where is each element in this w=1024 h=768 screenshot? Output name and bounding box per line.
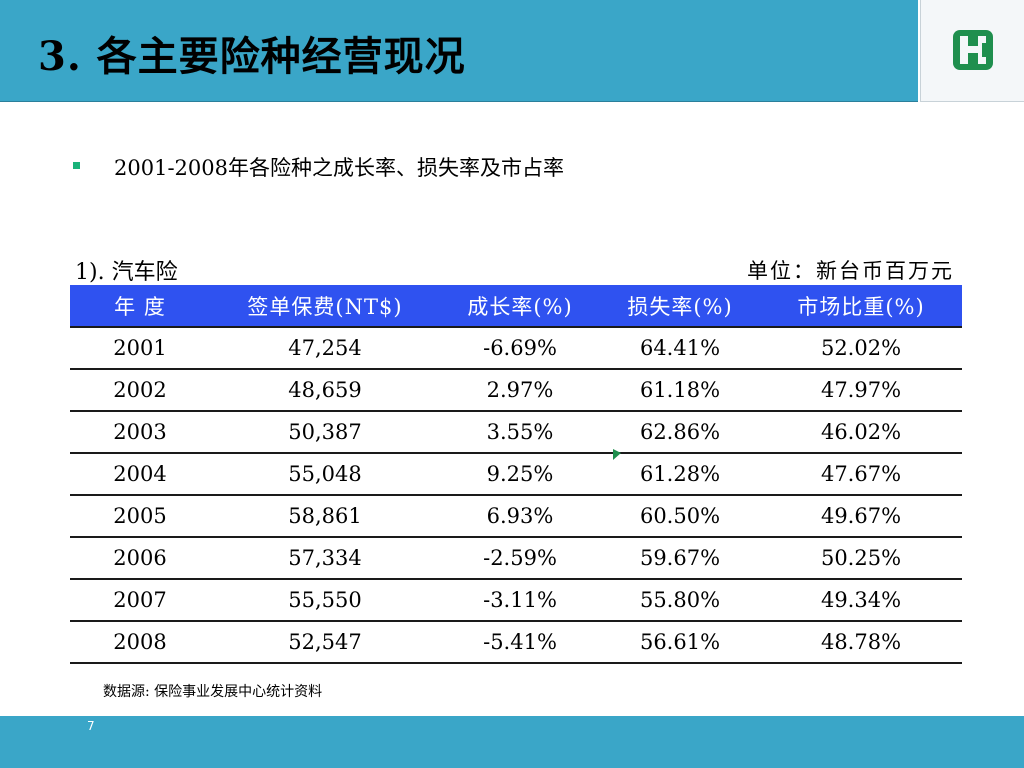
source-note: 数据源: 保险事业发展中心统计资料 [103,684,323,700]
cell-growth-rate: -2.59% [440,537,600,580]
header-loss-rate: 损失率(%) [600,285,760,328]
auto-insurance-table: 年 度 签单保费(NT$) 成长率(%) 损失率(%) 市场比重(%) 2001… [70,285,962,664]
cell-year: 2004 [70,453,210,496]
header-growth-rate: 成长率(%) [440,285,600,328]
cell-loss-rate: 55.80% [600,579,760,622]
cell-market-share: 49.34% [760,579,962,622]
cell-year: 2006 [70,537,210,580]
table-row: 2005 58,861 6.93% 60.50% 49.67% [70,495,962,538]
cell-year: 2001 [70,327,210,370]
cell-growth-rate: 6.93% [440,495,600,538]
cell-market-share: 49.67% [760,495,962,538]
header-year: 年 度 [70,285,210,328]
cell-growth-rate: -5.41% [440,621,600,664]
cell-market-share: 47.67% [760,453,962,496]
page-number: 7 [87,719,95,733]
cell-premium: 57,334 [210,537,440,580]
table-row: 2003 50,387 3.55% 62.86% 46.02% [70,411,962,454]
stray-triangle-mark [613,449,621,460]
cell-year: 2007 [70,579,210,622]
unit-label: 单位：新台币百万元 [747,259,954,283]
cell-growth-rate: 9.25% [440,453,600,496]
cell-growth-rate: -6.69% [440,327,600,370]
cell-premium: 52,547 [210,621,440,664]
header-market-share: 市场比重(%) [760,285,962,328]
table-row: 2001 47,254 -6.69% 64.41% 52.02% [70,327,962,370]
cell-loss-rate: 64.41% [600,327,760,370]
cell-growth-rate: 3.55% [440,411,600,454]
cell-year: 2002 [70,369,210,412]
cell-premium: 48,659 [210,369,440,412]
slide-title: 3. 各主要险种经营现况 [38,33,466,80]
cell-growth-rate: -3.11% [440,579,600,622]
table-row: 2002 48,659 2.97% 61.18% 47.97% [70,369,962,412]
cell-year: 2003 [70,411,210,454]
cell-premium: 50,387 [210,411,440,454]
fubon-logo-icon [953,30,993,70]
table-row: 2006 57,334 -2.59% 59.67% 50.25% [70,537,962,580]
table-row: 2004 55,048 9.25% 61.28% 47.67% [70,453,962,496]
cell-premium: 47,254 [210,327,440,370]
footer-band [0,716,1024,768]
cell-premium: 58,861 [210,495,440,538]
cell-market-share: 47.97% [760,369,962,412]
table-row: 2007 55,550 -3.11% 55.80% 49.34% [70,579,962,622]
cell-premium: 55,048 [210,453,440,496]
cell-market-share: 52.02% [760,327,962,370]
cell-loss-rate: 61.28% [600,453,760,496]
header-premium: 签单保费(NT$) [210,285,440,328]
table-row: 2008 52,547 -5.41% 56.61% 48.78% [70,621,962,664]
table-header-row: 年 度 签单保费(NT$) 成长率(%) 损失率(%) 市场比重(%) [70,285,962,328]
cell-loss-rate: 62.86% [600,411,760,454]
cell-loss-rate: 56.61% [600,621,760,664]
table-caption: 1). 汽车险 [75,260,178,285]
logo-box [920,0,1024,102]
cell-loss-rate: 59.67% [600,537,760,580]
cell-loss-rate: 60.50% [600,495,760,538]
cell-market-share: 50.25% [760,537,962,580]
header-band: 3. 各主要险种经营现况 [0,0,918,102]
bullet-text: 2001-2008年各险种之成长率、损失率及市占率 [114,156,564,180]
cell-growth-rate: 2.97% [440,369,600,412]
square-bullet-icon [73,162,80,169]
cell-market-share: 48.78% [760,621,962,664]
cell-premium: 55,550 [210,579,440,622]
cell-year: 2005 [70,495,210,538]
cell-market-share: 46.02% [760,411,962,454]
cell-year: 2008 [70,621,210,664]
cell-loss-rate: 61.18% [600,369,760,412]
